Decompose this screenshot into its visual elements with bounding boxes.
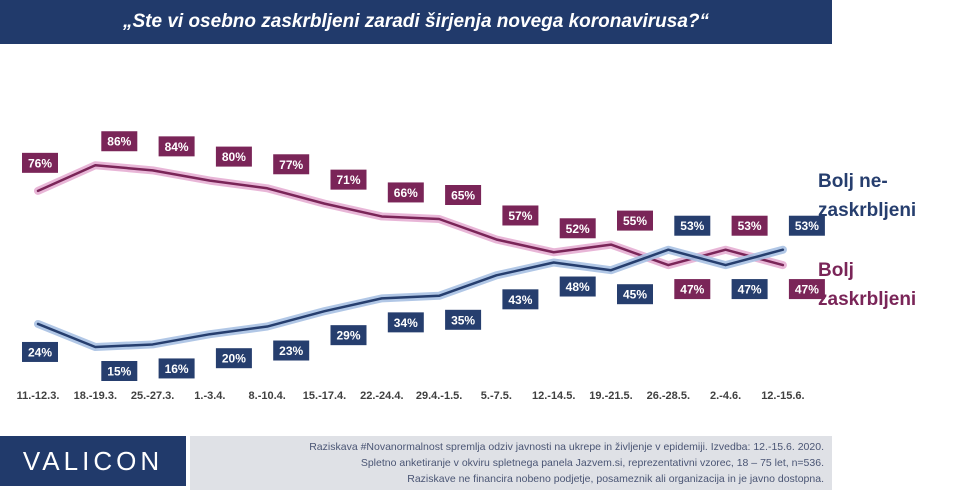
- logo-text: VALICON: [22, 445, 164, 476]
- data-label-box-not-worried: [617, 284, 653, 305]
- data-label-worried: 80%: [222, 150, 246, 164]
- legend-worried: Bolj zaskrbljeni: [818, 256, 948, 314]
- valicon-logo: VALICON: [0, 436, 186, 486]
- x-tick-label: 12.-15.6.: [761, 390, 804, 402]
- note-line3: Raziskave ne financira nobeno podjetje, …: [407, 473, 824, 485]
- data-label-box-worried: [617, 210, 653, 231]
- chart-title: „Ste vi osebno zaskrbljeni zaradi širjen…: [122, 11, 710, 32]
- legend-worried-line1: Bolj: [818, 260, 854, 281]
- data-label-box-worried: [788, 279, 825, 300]
- data-label-worried: 47%: [795, 283, 819, 297]
- x-tick-label: 5.-7.5.: [481, 390, 512, 402]
- data-label-box-not-worried: [101, 361, 138, 381]
- data-label-box-worried: [731, 215, 768, 236]
- data-label-box-not-worried: [273, 340, 310, 361]
- data-label-worried: 84%: [165, 140, 189, 154]
- data-label-not-worried: 24%: [28, 345, 52, 359]
- x-tick-label: 19.-21.5.: [589, 390, 632, 402]
- data-label-worried: 76%: [28, 156, 52, 170]
- data-label-worried: 52%: [566, 222, 590, 236]
- x-tick-label: 15.-17.4.: [303, 390, 346, 402]
- legend-not-worried-line1: Bolj ne-: [818, 171, 888, 192]
- data-label-box-worried: [273, 154, 310, 175]
- data-label-not-worried: 23%: [279, 344, 303, 358]
- x-tick-label: 8.-10.4.: [249, 390, 286, 402]
- data-label-box-not-worried: [502, 289, 539, 310]
- series-worried-line: [36, 163, 785, 267]
- data-label-box-worried: [445, 185, 482, 205]
- x-tick-label: 25.-27.3.: [131, 390, 174, 402]
- data-label-not-worried: 29%: [336, 329, 360, 343]
- data-label-box-not-worried: [215, 348, 252, 369]
- data-label-not-worried: 15%: [107, 365, 131, 379]
- data-label-box-worried: [158, 136, 195, 157]
- legend-not-worried-line2: zaskrbljeni: [818, 200, 917, 221]
- data-label-box-worried: [101, 131, 138, 152]
- data-label-box-worried: [215, 146, 252, 167]
- x-tick-label: 1.-3.4.: [194, 390, 225, 402]
- data-label-worried: 57%: [508, 209, 532, 223]
- data-label-box-worried: [387, 182, 424, 203]
- data-label-box-worried: [22, 152, 58, 173]
- x-tick-label: 29.4.-1.5.: [416, 390, 462, 402]
- data-label-box-not-worried: [330, 325, 367, 346]
- x-tick-label: 11.-12.3.: [17, 390, 60, 402]
- data-label-box-not-worried: [788, 215, 825, 236]
- x-tick-label: 2.-4.6.: [710, 390, 741, 402]
- data-label-box-not-worried: [22, 341, 58, 362]
- data-label-worried: 66%: [394, 186, 418, 200]
- data-label-box-not-worried: [387, 312, 424, 333]
- data-label-worried: 53%: [738, 219, 762, 233]
- data-label-not-worried: 20%: [222, 352, 246, 366]
- data-label-not-worried: 16%: [165, 362, 189, 376]
- data-label-worried: 65%: [451, 189, 475, 203]
- data-label-box-worried: [330, 169, 367, 190]
- data-label-box-not-worried: [731, 279, 768, 300]
- note-line2: Spletno anketiranje v okviru spletnega p…: [360, 457, 824, 469]
- data-label-not-worried: 43%: [508, 293, 532, 307]
- x-tick-label: 12.-14.5.: [532, 390, 575, 402]
- data-label-worried: 86%: [107, 135, 131, 149]
- data-label-box-not-worried: [445, 309, 482, 330]
- data-label-worried: 71%: [336, 173, 360, 187]
- legend-worried-line2: zaskrbljeni: [818, 289, 917, 310]
- data-label-not-worried: 48%: [566, 280, 590, 294]
- x-tick-label: 18.-19.3.: [74, 390, 117, 402]
- data-label-worried: 55%: [623, 214, 647, 228]
- data-label-not-worried: 53%: [795, 219, 819, 233]
- data-label-not-worried: 34%: [394, 316, 418, 330]
- methodology-note: Raziskava #Novanormalnost spremlja odziv…: [190, 436, 832, 490]
- x-tick-label: 26.-28.5.: [647, 390, 690, 402]
- data-label-box-not-worried: [559, 276, 596, 297]
- data-label-box-worried: [502, 205, 539, 226]
- note-line1: Raziskava #Novanormalnost spremlja odziv…: [309, 441, 824, 453]
- data-label-box-worried: [674, 279, 711, 300]
- line-chart: 76% 86% 84% 80% 77% 71% 66% 65% 57% 52% 55% 47% 53% 4…: [17, 131, 825, 402]
- data-label-box-not-worried: [674, 215, 711, 236]
- x-tick-label: 22.-24.4.: [360, 390, 403, 402]
- series-not-worried-line: [36, 248, 785, 349]
- data-label-worried: 47%: [680, 283, 704, 297]
- data-label-box-worried: [559, 218, 596, 239]
- data-label-box-not-worried: [158, 358, 195, 379]
- title-bar: „Ste vi osebno zaskrbljeni zaradi širjen…: [0, 0, 832, 44]
- data-label-not-worried: 35%: [451, 313, 475, 327]
- data-label-not-worried: 47%: [738, 283, 762, 297]
- data-label-worried: 77%: [279, 158, 303, 172]
- data-label-not-worried: 53%: [680, 219, 704, 233]
- data-label-not-worried: 45%: [623, 288, 647, 302]
- legend-not-worried: Bolj ne- zaskrbljeni: [818, 167, 948, 225]
